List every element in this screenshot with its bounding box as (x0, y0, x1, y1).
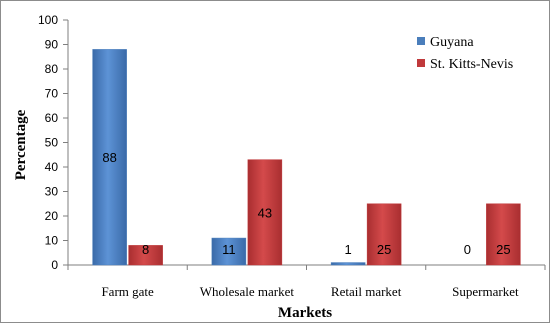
legend-swatch (417, 37, 425, 45)
bar-series-2 (486, 203, 521, 266)
legend-label: Guyana (430, 35, 474, 50)
x-tick-label: Farm gate (101, 284, 154, 299)
bar-series-2 (247, 159, 283, 266)
bar-series-2 (128, 245, 163, 266)
legend: Guyana St. Kitts-Nevis (417, 35, 513, 72)
x-tick-label: Wholesale market (200, 284, 295, 299)
y-tick-label: 20 (45, 209, 59, 223)
bar-series-1 (211, 237, 247, 266)
data-label: 25 (496, 242, 510, 257)
y-tick-label: 90 (45, 38, 59, 52)
y-tick-label: 0 (51, 258, 58, 272)
data-label: 11 (222, 242, 236, 257)
data-label: 43 (258, 205, 272, 220)
y-tick-label: 30 (45, 185, 59, 199)
y-axis-title: Percentage (13, 109, 29, 180)
y-tick-label: 50 (45, 136, 59, 150)
y-tick-label: 10 (45, 234, 59, 248)
y-tick-label: 80 (45, 62, 59, 76)
data-label: 1 (345, 242, 352, 257)
bar-series-1 (330, 262, 366, 266)
legend-label: St. Kitts-Nevis (430, 57, 513, 72)
bar-series-2 (366, 203, 402, 266)
bars (92, 49, 521, 266)
data-label: 25 (377, 242, 391, 257)
y-tick-label: 40 (45, 160, 59, 174)
bar-series-1 (92, 49, 127, 266)
x-axis-title: Markets (278, 305, 332, 321)
x-tick-label: Supermarket (452, 284, 519, 299)
y-tick-label: 60 (45, 111, 59, 125)
data-label: 88 (102, 150, 116, 165)
data-label: 0 (464, 242, 471, 257)
y-tick-label: 100 (38, 13, 58, 27)
data-label: 8 (142, 242, 149, 257)
legend-swatch (417, 59, 425, 67)
x-tick-label: Retail market (331, 284, 402, 299)
y-tick-label: 70 (45, 87, 59, 101)
